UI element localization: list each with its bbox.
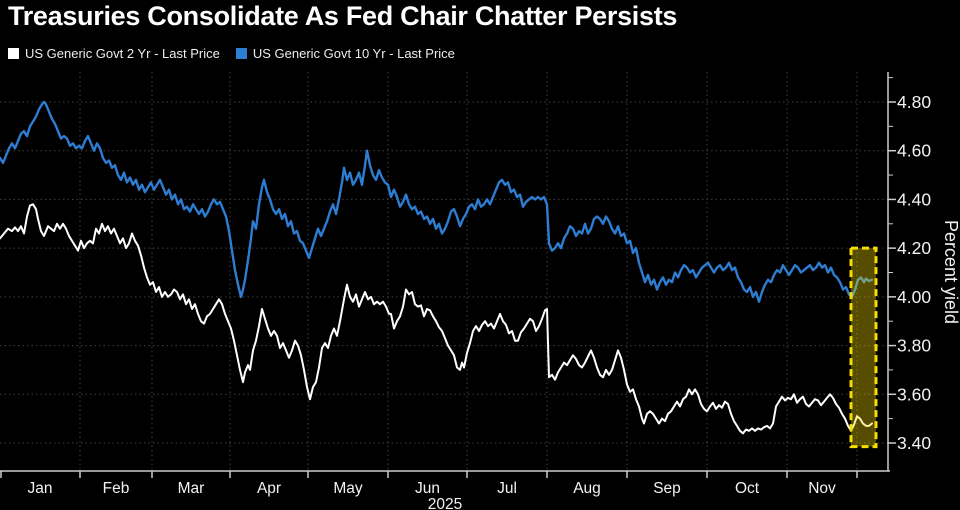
x-tick-label: Aug [573,480,601,497]
y-tick-label: 4.80 [897,92,931,112]
page-title: Treasuries Consolidate As Fed Chair Chat… [8,1,678,31]
y-tick-label: 4.20 [897,238,931,258]
x-tick-label: Oct [735,480,760,497]
y-tick-label: 4.60 [897,141,931,161]
legend-swatch-10yr [235,48,247,59]
x-tick-label: Apr [257,480,281,497]
x-axis-year-label: 2025 [428,496,462,510]
x-tick-label: Jun [415,480,440,497]
highlight-box [849,246,878,449]
highlight-box-fill [851,248,876,447]
x-tick-label: Mar [178,480,205,497]
legend-label-2yr: US Generic Govt 2 Yr - Last Price [25,46,220,61]
series-line-10yr [0,100,874,303]
x-axis-labels: Jan Feb Mar Apr May Jun Jul Aug Sep Oct Nov 2025 [28,480,837,510]
x-tick-label: Sep [653,480,681,497]
legend-item-10yr: US Generic Govt 10 Yr - Last Price [235,46,455,61]
x-tick-label: May [333,480,363,497]
axes [0,72,896,478]
chart-gridlines [0,72,888,471]
y-tick-label: 3.80 [897,336,931,356]
y-tick-label: 4.00 [897,287,931,307]
y-tick-label: 3.60 [897,384,931,404]
series-line-2yr [0,203,873,435]
legend-label-10yr: US Generic Govt 10 Yr - Last Price [252,46,455,61]
y-tick-label: 4.40 [897,189,931,209]
x-tick-label: Jan [28,480,53,497]
legend-swatch-2yr [8,48,19,59]
y-axis-labels: 4.80 4.60 4.40 4.20 4.00 3.80 3.60 3.40 Percent … [897,92,960,453]
y-tick-label: 3.40 [897,433,931,453]
x-tick-label: Feb [103,480,130,497]
legend: US Generic Govt 2 Yr - Last Price US Gen… [8,46,455,61]
legend-item-2yr: US Generic Govt 2 Yr - Last Price [8,46,220,61]
x-tick-label: Jul [497,480,517,497]
y-axis-title: Percent yield [941,220,960,324]
x-tick-label: Nov [808,480,836,497]
